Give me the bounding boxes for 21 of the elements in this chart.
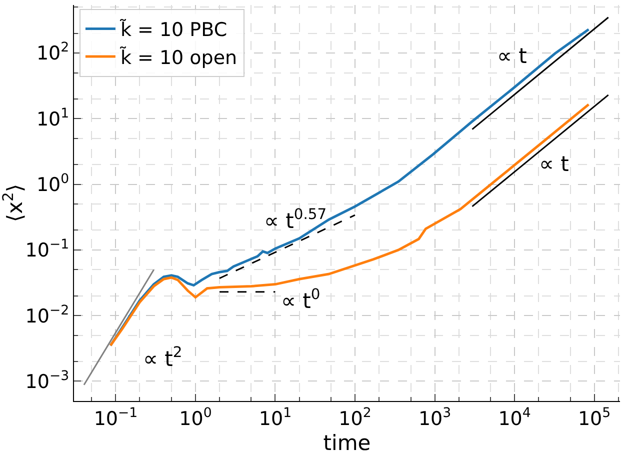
annotation: ∝ t: [539, 152, 569, 176]
x-tick-label: 10$^{−1}$: [94, 406, 138, 430]
y-tick-label: 10$^{2}$: [36, 40, 70, 65]
annotation: ∝ t: [497, 44, 527, 68]
y-tick-label: 10$^{1}$: [36, 106, 70, 130]
annotation: ∝ t$^{0}$: [281, 286, 320, 313]
x-tick-label: 10$^{2}$: [338, 406, 372, 430]
x-tick-label: 10$^{0}$: [179, 406, 212, 430]
x-tick-label: 10$^{4}$: [498, 406, 531, 430]
x-tick-label: 10$^{1}$: [258, 406, 292, 430]
y-tick-label: 10$^{−1}$: [25, 238, 70, 262]
legend-label: k̃ = 10 PBC: [120, 18, 228, 42]
y-tick-label: 10$^{0}$: [36, 172, 70, 196]
annotation: ∝ t$^{0.57}$: [264, 206, 327, 233]
x-tick-label: 10$^{5}$: [578, 406, 611, 430]
legend-label: k̃ = 10 open: [120, 45, 238, 69]
annotation: ∝ t$^{2}$: [143, 344, 182, 371]
x-axis-title: time: [323, 431, 371, 456]
y-tick-label: 10$^{−3}$: [25, 368, 70, 393]
x-tick-label: 10$^{3}$: [418, 406, 452, 430]
y-tick-label: 10$^{−2}$: [25, 303, 70, 328]
